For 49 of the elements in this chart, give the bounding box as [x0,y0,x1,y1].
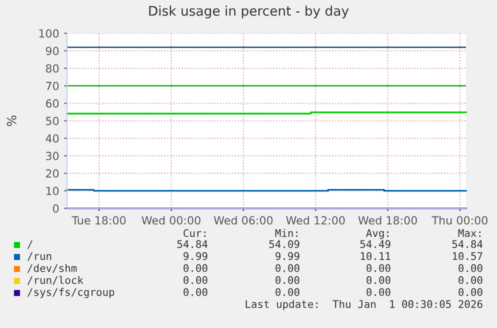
text: 0.00 [458,288,482,296]
text: 0.00 [184,276,208,284]
x-tick-label: Wed 06:00 [214,216,273,225]
y-tick-label: 40 [46,134,59,143]
text: 0.00 [366,264,390,272]
text: 54.49 [360,240,390,248]
text: 0.00 [184,288,208,296]
x-tick-label: Wed 18:00 [358,216,417,225]
text: Max: [458,229,480,238]
text: 0.00 [276,264,300,272]
y-tick-label: 50 [46,116,59,126]
legend-label: /run/lock [28,276,84,285]
y-tick-label: 30 [46,152,59,160]
x-tick-label: Thu 00:00 [432,216,488,225]
text: Avg: [366,229,388,240]
y-tick-label: 60 [46,99,59,108]
y-axis-title: % [6,116,16,126]
text: 9.99 [276,252,300,260]
legend-label: / [28,240,32,249]
text: 10.57 [452,252,482,260]
y-tick-label: 70 [46,82,59,90]
chart-title: Disk usage in percent - by day [149,6,349,18]
text: 0.00 [184,264,208,272]
y-tick-label: 90 [46,46,59,56]
text: 54.09 [269,240,300,248]
x-tick-label: Wed 12:00 [286,216,345,225]
y-tick-label: 80 [46,64,59,73]
y-tick-label: 0 [53,204,59,213]
text: 0.00 [458,264,482,272]
text: Cur: [184,229,206,238]
x-tick-label: Tue 18:00 [72,216,126,225]
y-tick-label: 10 [46,186,59,196]
text: 0.00 [458,276,482,284]
text: 0.00 [366,276,390,284]
text: 0.00 [276,276,300,284]
y-tick-label: 100 [39,29,59,38]
y-tick-label: 20 [46,169,59,178]
text: 10.11 [360,252,390,260]
text: 0.00 [366,288,390,296]
text: 54.84 [177,240,208,248]
text: 54.84 [452,240,483,248]
x-tick-label: Wed 00:00 [142,216,200,225]
text: Min: [275,228,298,237]
text: 9.99 [184,252,208,260]
text: Last update: Thu Jan 1 00:30:05 2026 [246,300,482,310]
legend-label: /run [28,252,52,261]
legend-label: /sys/fs/cgroup [28,288,114,298]
legend-label: /dev/shm [28,264,77,273]
text: 0.00 [276,288,300,296]
